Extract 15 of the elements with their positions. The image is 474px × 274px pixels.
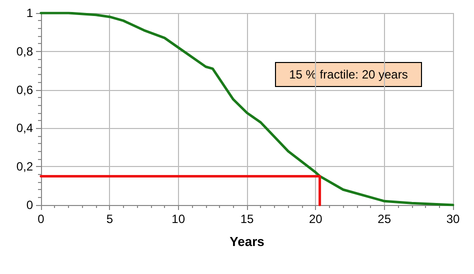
y-tick-label: 0,2 xyxy=(16,160,34,174)
y-tick-label: 1 xyxy=(26,6,34,20)
x-tick-label: 5 xyxy=(106,212,114,226)
x-tick-label: 0 xyxy=(38,212,45,226)
y-tick-label: 0,8 xyxy=(16,44,34,58)
x-tick-label: 15 xyxy=(240,212,254,226)
y-tick-label: 0,6 xyxy=(16,82,34,97)
y-tick-label: 0 xyxy=(26,198,34,212)
x-tick-label: 20 xyxy=(308,212,323,226)
x-axis-title: Years xyxy=(230,234,264,249)
line-series xyxy=(40,12,454,206)
x-tick-label: 25 xyxy=(378,212,392,226)
x-tick-label: 30 xyxy=(446,212,460,226)
y-tick-label: 0,4 xyxy=(16,121,34,136)
x-tick-label: 10 xyxy=(172,212,186,226)
